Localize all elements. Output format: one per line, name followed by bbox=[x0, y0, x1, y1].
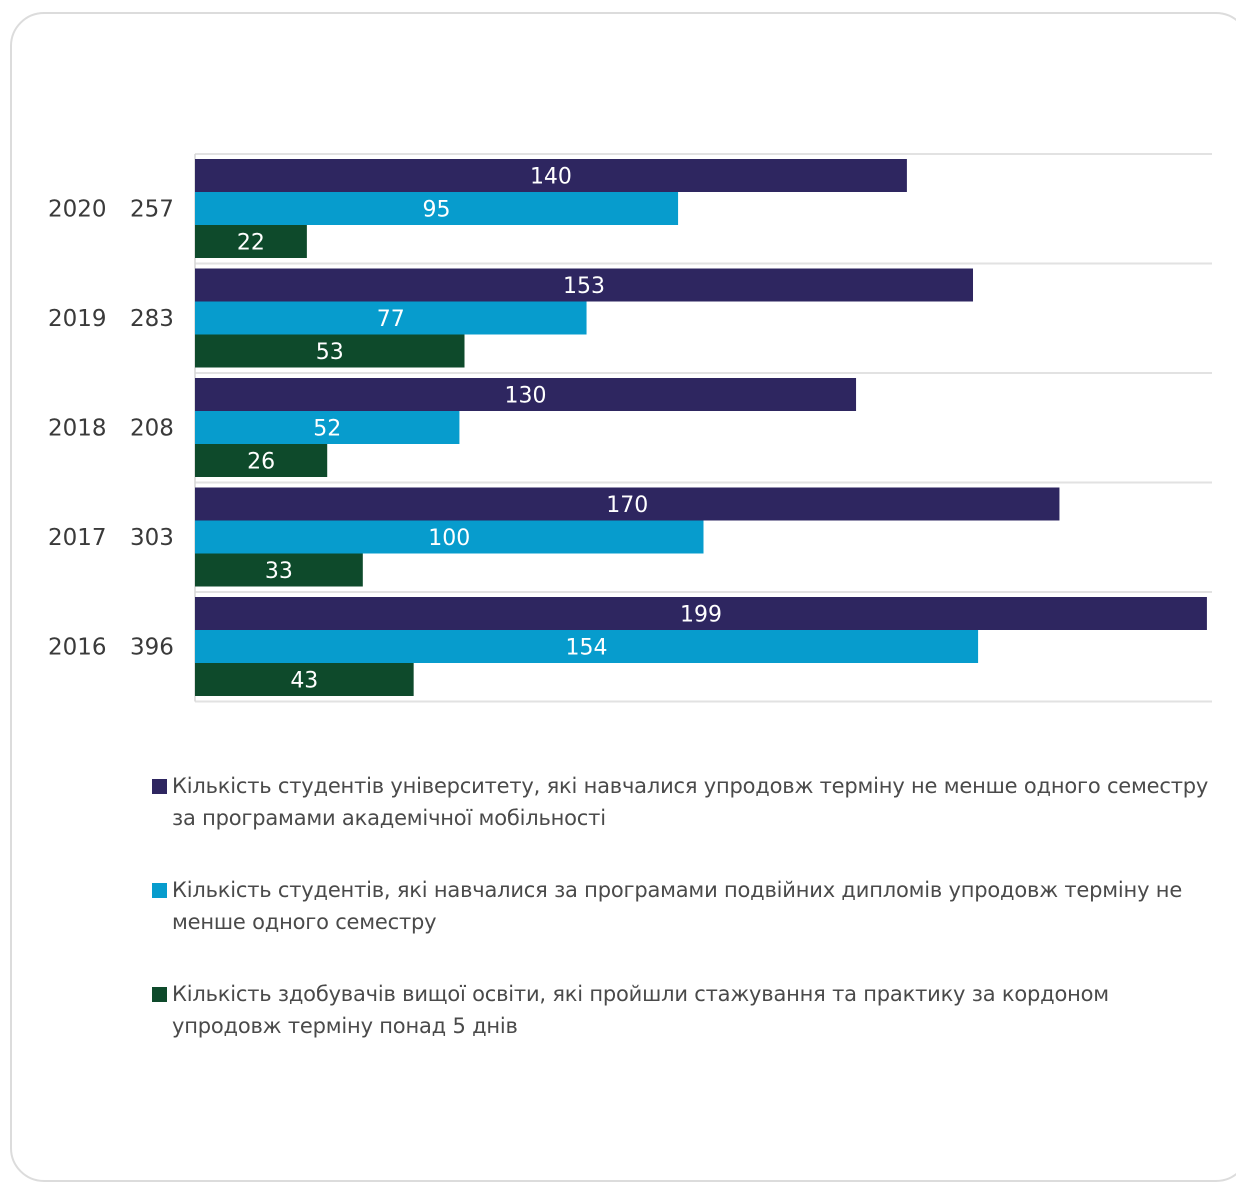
legend-label-mobility: Кількість студентів університету, які на… bbox=[172, 774, 1209, 830]
legend-swatch-mobility bbox=[152, 779, 167, 794]
bar-value-label: 53 bbox=[316, 340, 344, 365]
bar-series-3 bbox=[195, 444, 328, 477]
bar-series-3 bbox=[195, 225, 307, 258]
bar-value-label: 170 bbox=[606, 493, 648, 518]
legend-label-internship: Кількість здобувачів вищої освіти, які п… bbox=[172, 982, 1109, 1038]
category-total-label: 396 bbox=[130, 635, 174, 661]
bar-value-label: 52 bbox=[313, 417, 341, 442]
bar-chart: 2020 257 140 95 22 2019 283 153 77 53 2018 208 130 52… bbox=[48, 153, 1212, 703]
bar-value-label: 77 bbox=[377, 307, 405, 332]
legend-item-internship: Кількість здобувачів вищої освіти, які п… bbox=[150, 978, 1220, 1042]
bar-value-label: 22 bbox=[237, 231, 265, 256]
category-label: 2016 bbox=[48, 635, 107, 661]
category-label: 2017 bbox=[48, 525, 107, 551]
bar-series-2 bbox=[195, 192, 679, 225]
category-total-label: 283 bbox=[130, 306, 174, 332]
bar-value-label: 33 bbox=[265, 559, 293, 584]
bar-series-2 bbox=[195, 411, 460, 444]
bar-value-label: 130 bbox=[505, 384, 547, 409]
bar-value-label: 154 bbox=[566, 636, 608, 661]
bar-series-1 bbox=[195, 597, 1207, 630]
bar-series-2 bbox=[195, 301, 587, 335]
category-total-label: 208 bbox=[130, 416, 174, 442]
bar-value-label: 26 bbox=[247, 450, 275, 475]
bar-value-label: 95 bbox=[423, 198, 451, 223]
bar-value-label: 100 bbox=[428, 526, 470, 551]
bar-series-1 bbox=[195, 487, 1060, 521]
bar-value-label: 43 bbox=[290, 669, 318, 694]
bar-value-label: 153 bbox=[563, 274, 605, 299]
bar-series-2 bbox=[195, 630, 979, 663]
bar-series-2 bbox=[195, 520, 704, 554]
legend-item-double-diploma: Кількість студентів, які навчалися за пр… bbox=[150, 874, 1220, 938]
bar-series-1 bbox=[195, 268, 974, 302]
legend-item-mobility: Кількість студентів університету, які на… bbox=[150, 770, 1220, 834]
bar-value-label: 140 bbox=[530, 165, 572, 190]
bar-series-1 bbox=[195, 159, 907, 192]
bar-series-3 bbox=[195, 663, 414, 696]
legend-swatch-double-diploma bbox=[152, 883, 167, 898]
category-total-label: 303 bbox=[130, 525, 174, 551]
bar-series-1 bbox=[195, 378, 857, 411]
category-label: 2018 bbox=[48, 416, 107, 442]
legend-swatch-internship bbox=[152, 987, 167, 1002]
bar-series-3 bbox=[195, 553, 363, 587]
category-total-label: 257 bbox=[130, 197, 174, 223]
bar-series-3 bbox=[195, 334, 465, 368]
bar-value-label: 199 bbox=[680, 603, 722, 628]
legend-label-double-diploma: Кількість студентів, які навчалися за пр… bbox=[172, 878, 1183, 934]
category-label: 2019 bbox=[48, 306, 107, 332]
category-label: 2020 bbox=[48, 197, 107, 223]
